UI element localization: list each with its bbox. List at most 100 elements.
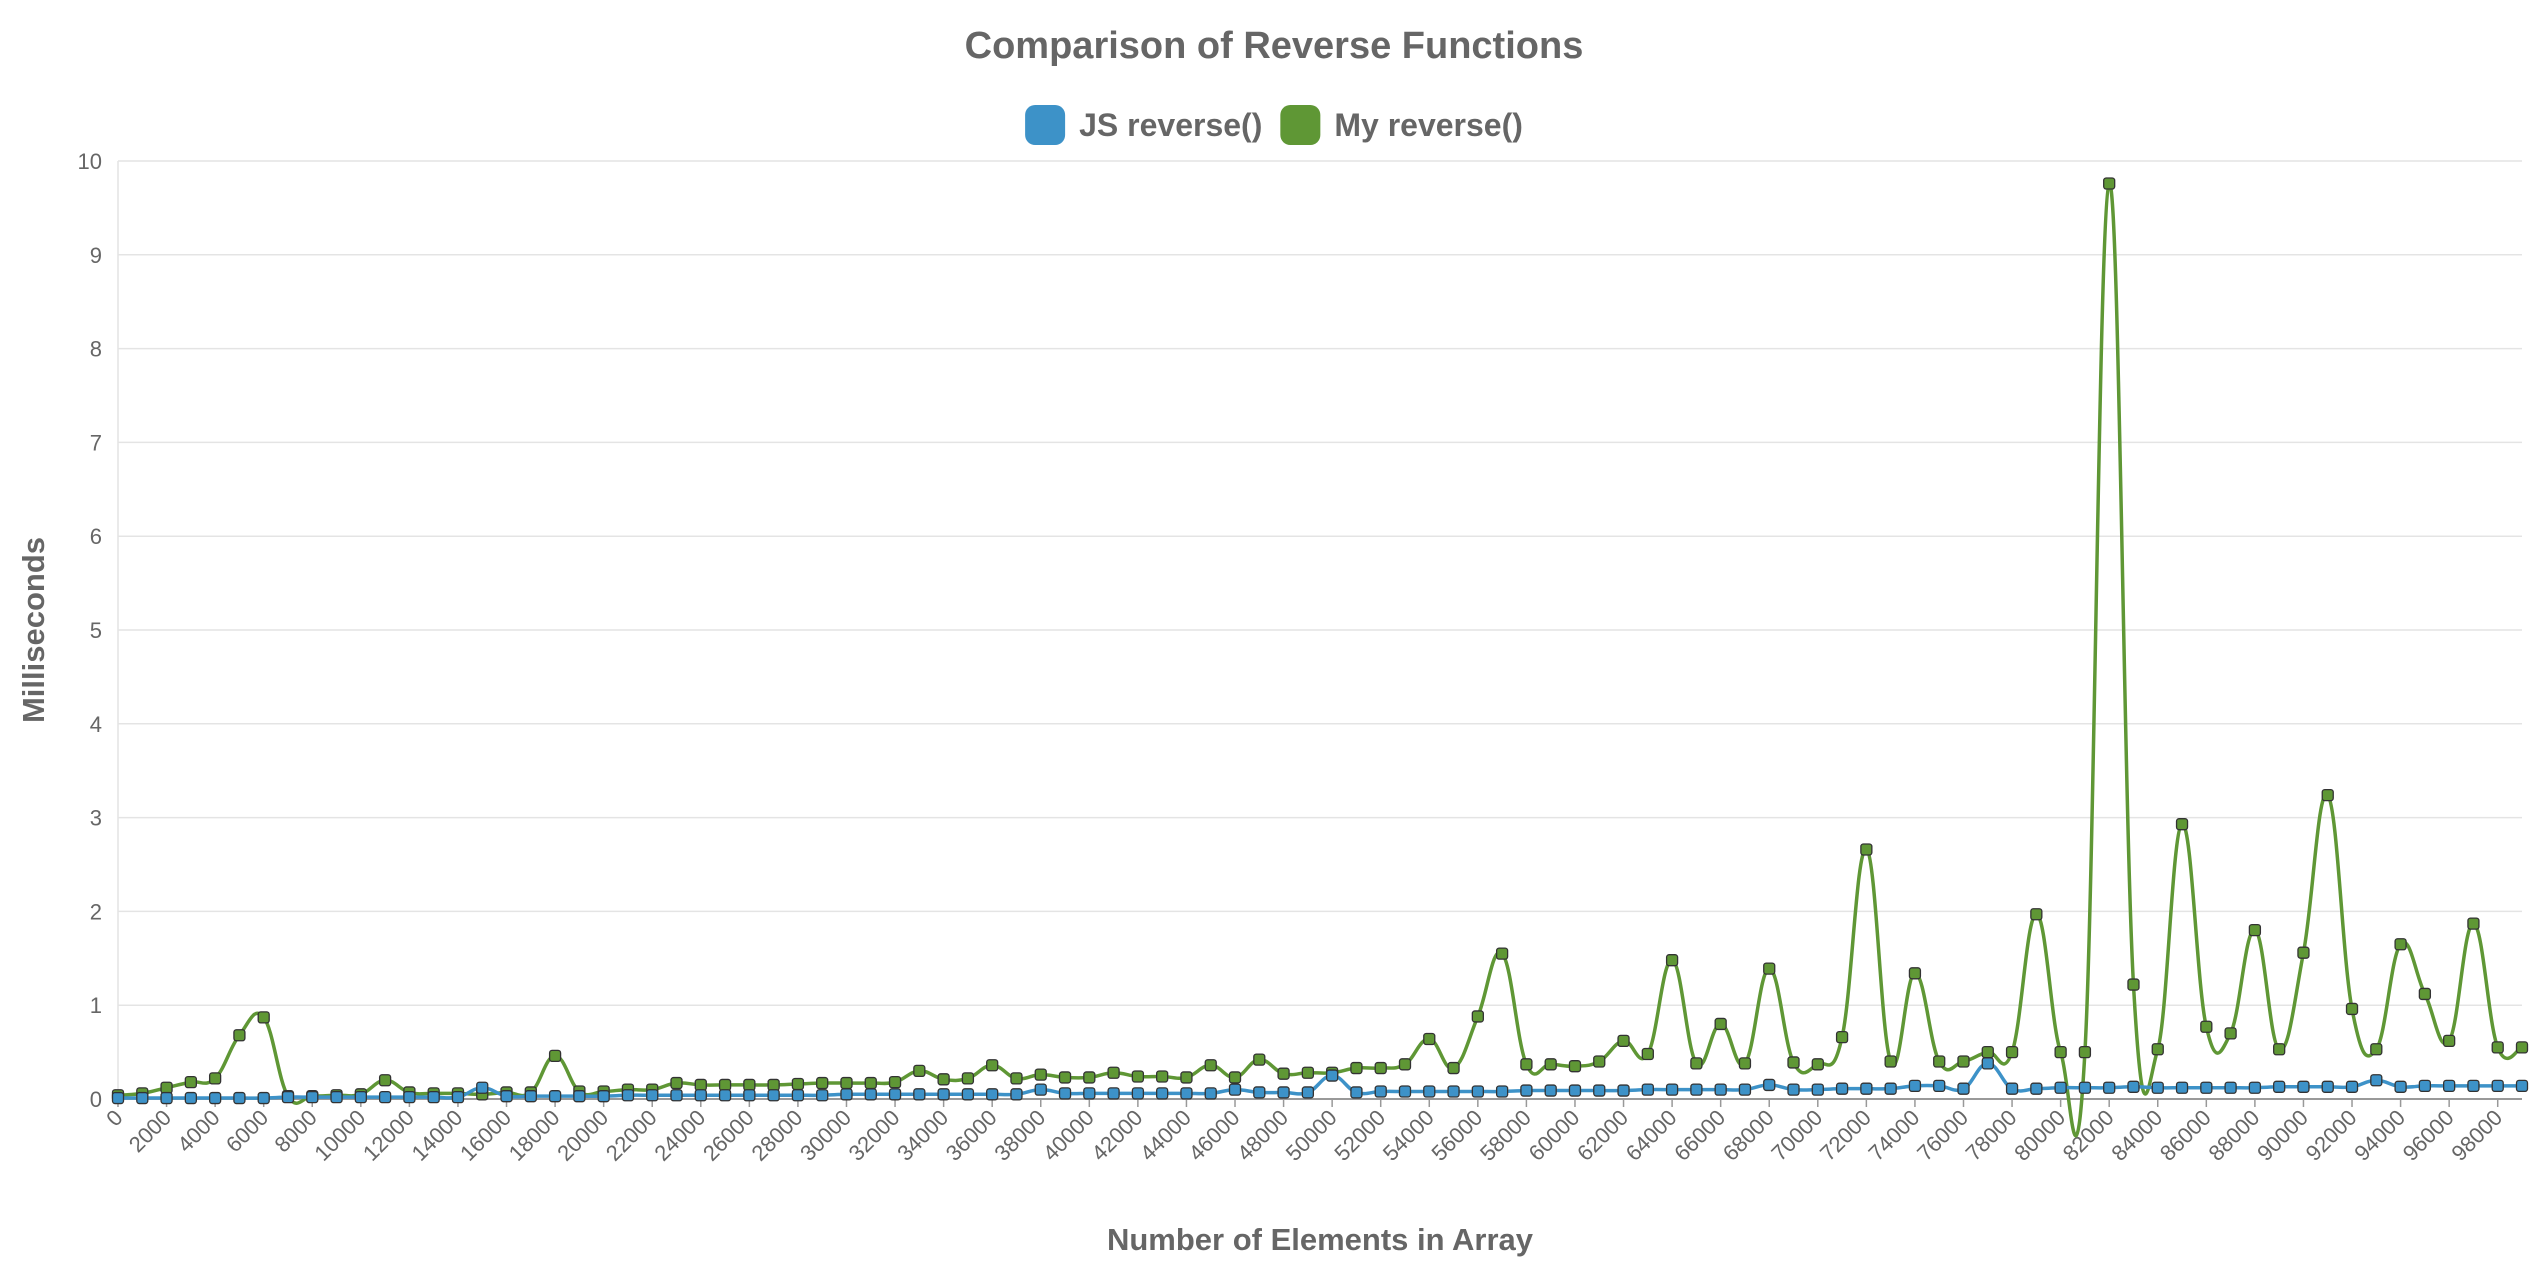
data-point: [2491, 1079, 2504, 1093]
data-point: [2103, 177, 2116, 190]
x-tick-label: 86000: [2155, 1105, 2216, 1166]
data-point: [597, 1090, 610, 1103]
data-point: [1131, 1087, 1145, 1100]
y-tick-label: 0: [90, 1087, 102, 1112]
data-point: [1301, 1086, 1315, 1099]
data-point: [2078, 1045, 2092, 1059]
data-point: [378, 1074, 392, 1087]
y-tick-label: 6: [90, 524, 102, 549]
data-point: [1156, 1070, 1169, 1083]
x-tick-label: 90000: [2252, 1105, 2313, 1166]
data-point: [524, 1090, 537, 1103]
x-tick-label: 76000: [1912, 1105, 1973, 1166]
data-point: [1228, 1083, 1242, 1096]
legend-item[interactable]: My reverse(): [1280, 105, 1523, 145]
data-point: [2005, 1045, 2019, 1059]
data-point: [1981, 1045, 1994, 1059]
data-point: [1763, 1078, 1776, 1092]
data-point: [573, 1090, 586, 1103]
y-axis-ticks: 0 1 2 3 4 5 6 7 8 9 10: [78, 149, 102, 1112]
data-point: [1374, 1061, 1387, 1075]
x-tick-label: 60000: [1524, 1105, 1585, 1166]
data-point: [2297, 946, 2310, 959]
x-tick-label: 74000: [1864, 1105, 1925, 1166]
data-point: [2345, 1002, 2359, 1016]
data-point: [111, 1091, 125, 1105]
x-tick-label: 0: [101, 1105, 127, 1131]
data-point: [913, 1064, 926, 1078]
x-tick-label: 26000: [698, 1105, 759, 1166]
chart-title: Comparison of Reverse Functions: [965, 25, 1584, 67]
data-point: [2443, 1079, 2456, 1093]
x-tick-label: 10000: [309, 1105, 370, 1166]
x-tick-label: 38000: [989, 1105, 1050, 1166]
data-point: [670, 1089, 683, 1102]
y-tick-label: 2: [90, 899, 102, 924]
y-axis-title: Milliseconds: [16, 537, 51, 723]
data-point: [1665, 954, 1679, 967]
legend-item[interactable]: JS reverse(): [1025, 105, 1262, 145]
series-line: [118, 1061, 2522, 1100]
data-point: [2175, 1081, 2189, 1094]
data-point: [1204, 1087, 1217, 1100]
data-point: [816, 1089, 829, 1102]
x-tick-label: 40000: [1038, 1105, 1099, 1166]
data-point: [451, 1090, 465, 1104]
data-point: [1957, 1082, 1970, 1095]
data-point: [1835, 1082, 1849, 1095]
data-point: [1228, 1071, 1242, 1084]
data-point: [2418, 1079, 2432, 1093]
x-tick-label: 88000: [2203, 1105, 2264, 1166]
data-point: [1593, 1055, 1606, 1068]
y-tick-label: 5: [90, 618, 102, 643]
data-point: [1423, 1085, 1436, 1098]
legend[interactable]: JS reverse() My reverse(): [1025, 105, 1523, 145]
data-point: [1981, 1057, 1994, 1070]
x-tick-label: 36000: [941, 1105, 1002, 1166]
grid: [117, 160, 2522, 1100]
x-tick-label: 96000: [2398, 1105, 2459, 1166]
data-point: [2151, 1081, 2164, 1094]
data-point: [1107, 1087, 1120, 1100]
data-point: [2030, 908, 2043, 921]
x-axis-ticks: 0200040006000800010000120001400016000180…: [101, 1099, 2507, 1166]
data-point: [1034, 1068, 1047, 1081]
data-point: [816, 1076, 829, 1090]
data-point: [2200, 1020, 2213, 1033]
data-point: [1010, 1072, 1023, 1085]
x-tick-label: 24000: [649, 1105, 710, 1166]
data-point: [1058, 1087, 1072, 1100]
data-point: [791, 1089, 805, 1102]
data-point: [1933, 1079, 1946, 1093]
data-point: [2200, 1081, 2213, 1094]
data-point: [1568, 1084, 1582, 1097]
data-point: [1423, 1032, 1436, 1046]
data-point: [1180, 1071, 1193, 1084]
data-point: [1884, 1055, 1897, 1068]
data-point: [1714, 1017, 1727, 1031]
data-point: [1763, 962, 1776, 975]
data-point: [2151, 1043, 2164, 1056]
x-tick-label: 50000: [1281, 1105, 1342, 1166]
x-tick-label: 94000: [2349, 1105, 2410, 1166]
x-tick-label: 18000: [504, 1105, 565, 1166]
data-point: [1617, 1034, 1630, 1047]
data-point: [1495, 947, 1509, 960]
data-point: [670, 1076, 683, 1090]
data-point: [1471, 1010, 1484, 1023]
x-tick-label: 30000: [795, 1105, 856, 1166]
data-point: [1544, 1084, 1557, 1097]
data-point: [2103, 1081, 2116, 1094]
data-point: [2515, 1079, 2529, 1093]
data-point: [1447, 1085, 1460, 1098]
data-point: [1690, 1083, 1703, 1096]
x-tick-label: 80000: [2009, 1105, 2070, 1166]
legend-swatch: [1025, 105, 1066, 145]
data-point: [1010, 1088, 1023, 1101]
data-point: [427, 1090, 440, 1104]
data-point: [743, 1089, 756, 1102]
data-point: [1641, 1047, 1654, 1061]
data-point: [2321, 1080, 2334, 1093]
data-point: [767, 1089, 780, 1102]
data-point: [1617, 1084, 1630, 1097]
